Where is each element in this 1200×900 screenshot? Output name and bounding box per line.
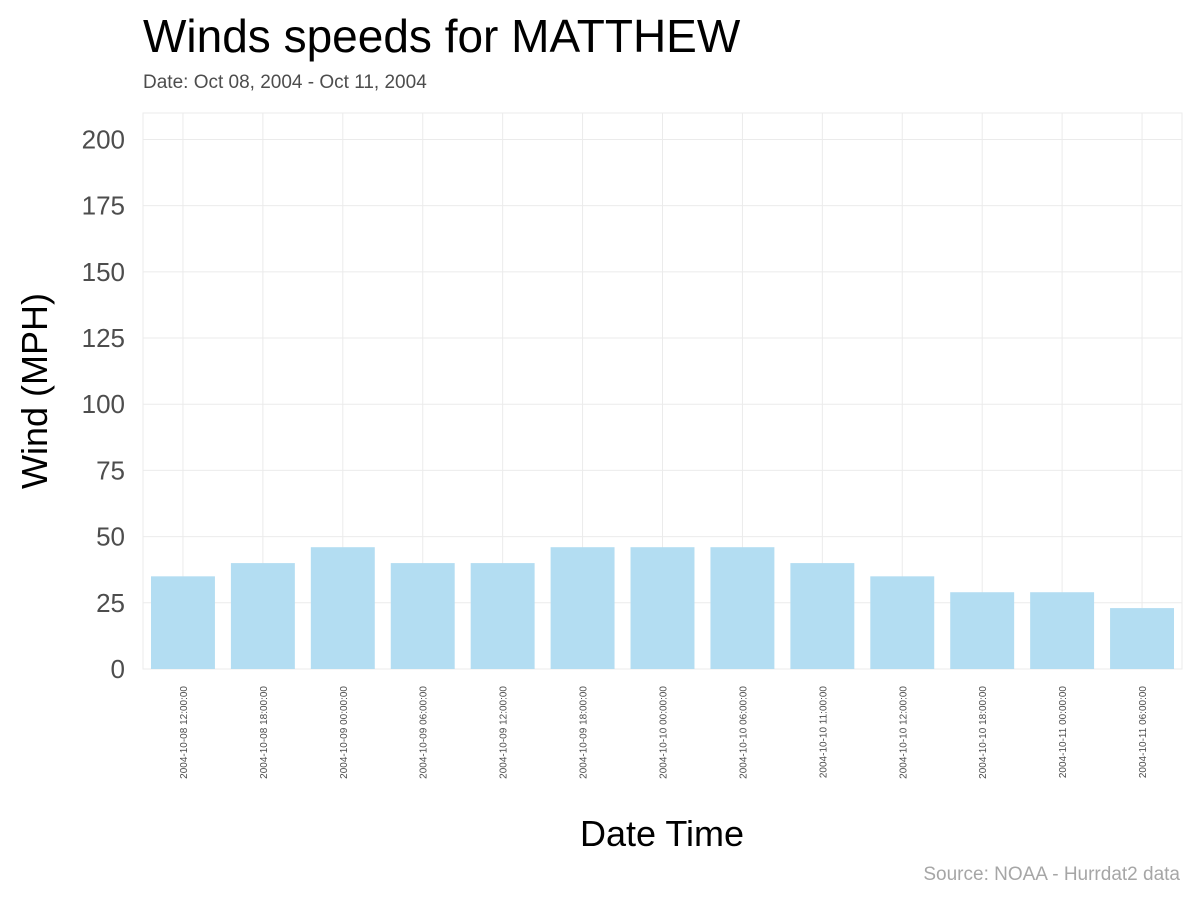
x-tick-label: 2004-10-10 00:00:00 [659, 686, 670, 779]
x-tick-label: 2004-10-10 18:00:00 [978, 686, 989, 779]
x-tick-label: 2004-10-10 11:00:00 [818, 686, 829, 779]
bars [150, 547, 1175, 669]
y-tick-label: 75 [96, 455, 125, 485]
bar [790, 563, 855, 669]
y-axis-title: Wind (MPH) [14, 293, 55, 489]
chart-title: Winds speeds for MATTHEW [143, 10, 741, 62]
x-tick-label: 2004-10-09 00:00:00 [339, 686, 350, 779]
chart-caption: Source: NOAA - Hurrdat2 data [923, 864, 1180, 885]
y-tick-label: 0 [111, 654, 125, 684]
bar [710, 547, 775, 669]
y-tick-label: 175 [82, 191, 125, 221]
y-tick-label: 100 [82, 389, 125, 419]
x-tick-label: 2004-10-08 12:00:00 [179, 686, 190, 779]
bar [390, 563, 455, 669]
bar [1030, 592, 1095, 669]
y-axis-ticks: 0 25 50 75 100 125 150 175 200 [82, 124, 125, 684]
bar [470, 563, 535, 669]
bar [630, 547, 695, 669]
x-axis-ticks: 2004-10-08 12:00:00 2004-10-08 18:00:00 20… [179, 686, 1149, 779]
x-tick-label: 2004-10-08 18:00:00 [259, 686, 270, 779]
y-tick-label: 150 [82, 257, 125, 287]
bar [550, 547, 615, 669]
bar [150, 576, 215, 669]
y-tick-label: 200 [82, 124, 125, 154]
y-tick-label: 50 [96, 522, 125, 552]
y-tick-label: 125 [82, 323, 125, 353]
x-tick-label: 2004-10-10 12:00:00 [898, 686, 909, 779]
x-tick-label: 2004-10-10 06:00:00 [738, 686, 749, 779]
bar [950, 592, 1015, 669]
chart-subtitle: Date: Oct 08, 2004 - Oct 11, 2004 [143, 72, 427, 93]
x-tick-label: 2004-10-11 06:00:00 [1138, 686, 1149, 779]
x-tick-label: 2004-10-11 00:00:00 [1058, 686, 1069, 779]
bar [1110, 608, 1175, 669]
x-tick-label: 2004-10-09 06:00:00 [419, 686, 430, 779]
x-tick-label: 2004-10-09 12:00:00 [499, 686, 510, 779]
bar [870, 576, 935, 669]
x-axis-title: Date Time [580, 813, 744, 854]
bar [230, 563, 295, 669]
x-tick-label: 2004-10-09 18:00:00 [579, 686, 590, 779]
y-tick-label: 25 [96, 588, 125, 618]
bar [310, 547, 375, 669]
